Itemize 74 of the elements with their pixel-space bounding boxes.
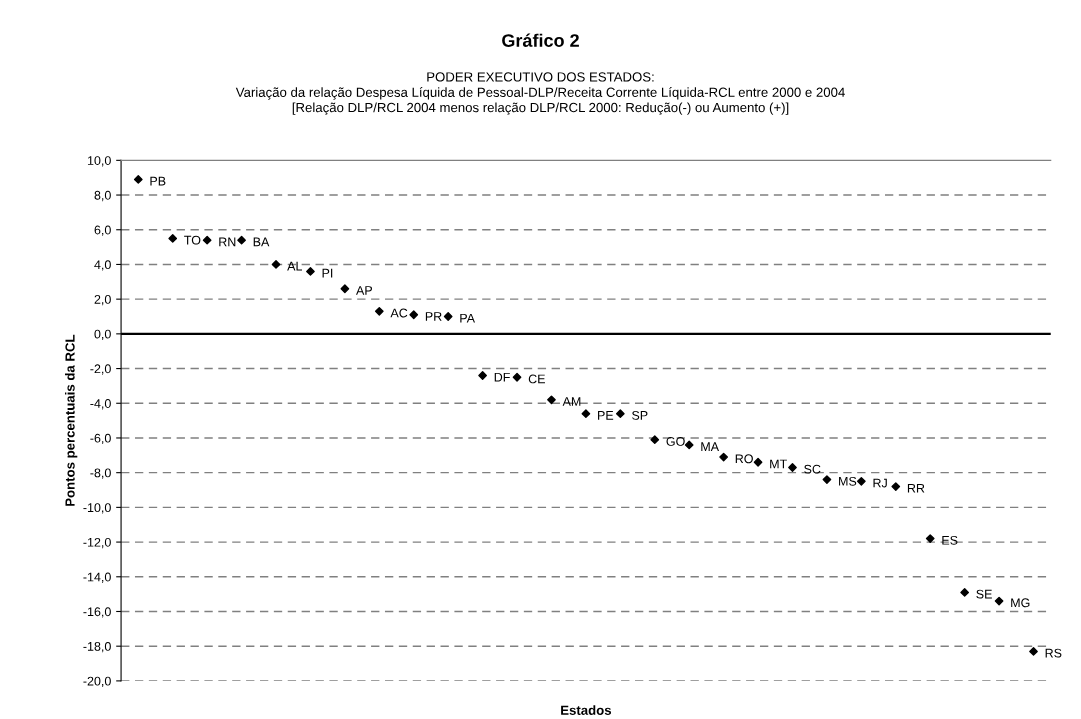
annotation: PA xyxy=(460,313,476,323)
point xyxy=(478,371,487,380)
y-tick-label: -10,0 xyxy=(83,503,111,514)
point xyxy=(237,235,246,245)
annotation: MS xyxy=(839,476,857,486)
y-tick-label: 4,0 xyxy=(94,260,111,271)
point xyxy=(409,310,419,320)
annotation: MG xyxy=(1011,598,1030,608)
annotation: AC xyxy=(390,308,408,318)
annotation: TO xyxy=(184,235,201,245)
x-axis-title: Estados xyxy=(561,705,612,715)
point xyxy=(547,395,556,405)
point xyxy=(374,306,384,316)
annotation: AL xyxy=(287,261,302,271)
point xyxy=(856,476,866,486)
chart-title: Gráfico 2 xyxy=(502,33,579,47)
chart-subtitle: PODER EXECUTIVO DOS ESTADOS: Variação da relação Despesa Líquida de Pessoal-DLP/Receita Corrente Líquida-RCL entre 2000 e 2004 [Relação DLP/RCL 2004 menos relação DLP/RCL 2000: Redução(-) ou Aumento (+)] xyxy=(235,72,845,115)
annotation: PB xyxy=(150,176,166,186)
y-tick-label: 2,0 xyxy=(94,294,111,306)
annotation: PI xyxy=(322,268,333,278)
annotation: RS xyxy=(1045,648,1062,658)
annotation: PR xyxy=(425,312,442,321)
point xyxy=(202,235,212,245)
y-axis-title: Pontos percentuais da RCL xyxy=(65,334,78,506)
annotation: MT xyxy=(770,459,787,469)
point xyxy=(960,588,970,597)
point xyxy=(822,475,832,484)
point xyxy=(891,482,901,491)
y-tick-label: -6,0 xyxy=(90,433,111,445)
point xyxy=(512,372,522,382)
annotation: RJ xyxy=(873,478,887,488)
point xyxy=(684,440,694,450)
point xyxy=(168,234,178,243)
annotation: SP xyxy=(632,410,648,420)
annotation: AP xyxy=(356,286,373,295)
annotation: SC xyxy=(804,464,821,474)
point xyxy=(443,312,453,321)
annotation: RR xyxy=(907,483,925,493)
point xyxy=(1029,647,1038,656)
point xyxy=(994,596,1004,606)
annotation: RO xyxy=(735,454,753,464)
y-tick-label: -2,0 xyxy=(90,364,111,375)
annotation: MA xyxy=(701,442,720,451)
y-tick-label: -4,0 xyxy=(90,399,111,410)
point xyxy=(788,463,797,472)
point xyxy=(650,435,660,445)
annotation: AM xyxy=(562,397,581,406)
annotation: GO xyxy=(666,436,685,446)
point xyxy=(719,452,728,462)
point xyxy=(306,267,315,276)
y-tick-label: 10,0 xyxy=(87,156,111,167)
point xyxy=(925,534,935,543)
annotation: DF xyxy=(494,372,510,382)
point xyxy=(581,409,591,419)
point xyxy=(753,457,763,467)
point xyxy=(615,409,625,419)
annotation: PE xyxy=(598,411,614,420)
y-tick-label: -8,0 xyxy=(90,468,111,479)
y-tick-label: -20,0 xyxy=(83,676,111,688)
y-tick-label: 6,0 xyxy=(94,225,111,236)
y-tick-label: -16,0 xyxy=(83,607,111,618)
y-tick-label: -12,0 xyxy=(83,537,111,549)
y-tick-label: -18,0 xyxy=(83,641,111,653)
y-tick-label: 8,0 xyxy=(94,190,111,202)
annotation: CE xyxy=(528,374,545,384)
annotation: RN xyxy=(219,237,236,247)
annotation: ES xyxy=(942,535,958,545)
y-tick-label: -14,0 xyxy=(83,572,111,583)
point xyxy=(340,284,350,294)
annotation: SE xyxy=(976,589,992,599)
point xyxy=(271,260,281,269)
point xyxy=(133,175,143,184)
y-tick-label: 0,0 xyxy=(94,329,111,340)
annotation: BA xyxy=(253,237,270,247)
